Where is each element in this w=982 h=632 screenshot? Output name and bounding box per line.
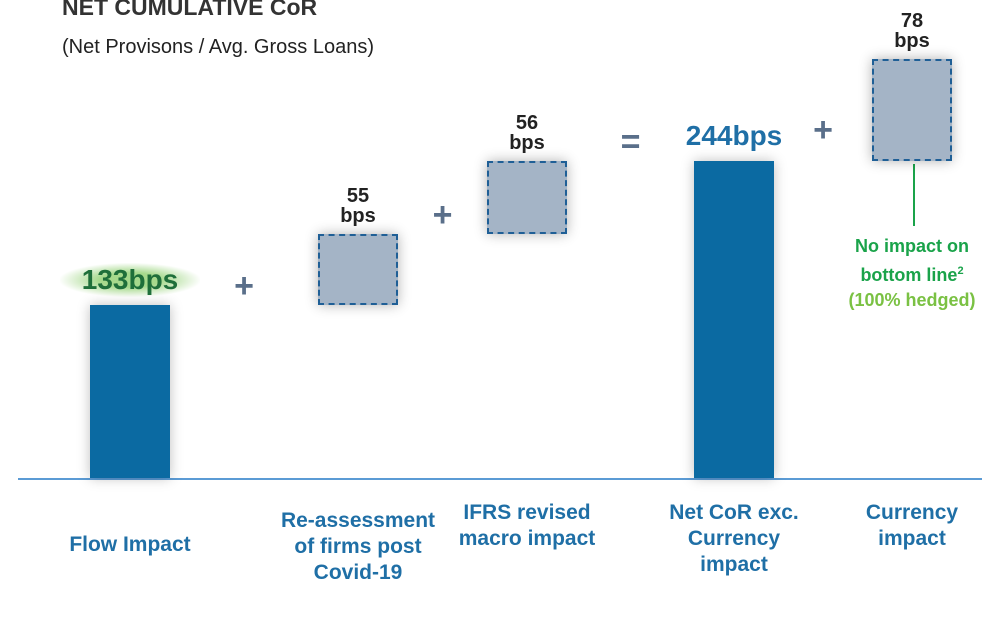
category-label: IFRS revised macro impact bbox=[458, 501, 596, 550]
category-label: Currency impact bbox=[865, 501, 959, 550]
category-label: Re-assessment of firms post Covid-19 bbox=[280, 509, 436, 584]
delta-box bbox=[318, 233, 398, 306]
operator: + bbox=[432, 195, 453, 234]
note-connector bbox=[913, 164, 915, 226]
delta-box bbox=[487, 160, 567, 234]
value-label: 244bps bbox=[685, 119, 783, 151]
value-label: 133bps bbox=[60, 263, 200, 298]
note-text: No impact on bottom line bbox=[854, 236, 969, 285]
operator: + bbox=[813, 110, 833, 149]
bar bbox=[90, 305, 170, 478]
value-label: 55 bps bbox=[340, 184, 376, 227]
delta-box bbox=[872, 59, 952, 161]
value-label: 78 bps bbox=[894, 10, 930, 53]
note-hedged: (100% hedged) bbox=[848, 290, 976, 310]
subtitle: (Net Provisons / Avg. Gross Loans) bbox=[62, 36, 374, 58]
value-label: 56 bps bbox=[509, 111, 545, 154]
category-label: Net CoR exc. Currency impact bbox=[669, 501, 799, 576]
footnote-mark: 2 bbox=[957, 265, 964, 277]
operator: = bbox=[620, 122, 641, 161]
category-label: Flow Impact bbox=[69, 533, 191, 556]
bar bbox=[694, 160, 774, 478]
baseline bbox=[18, 478, 982, 480]
title: NET CUMULATIVE CoR bbox=[62, 0, 318, 20]
annotation: No impact on bottom line2 (100% hedged) bbox=[832, 234, 982, 313]
operator: + bbox=[234, 267, 254, 306]
